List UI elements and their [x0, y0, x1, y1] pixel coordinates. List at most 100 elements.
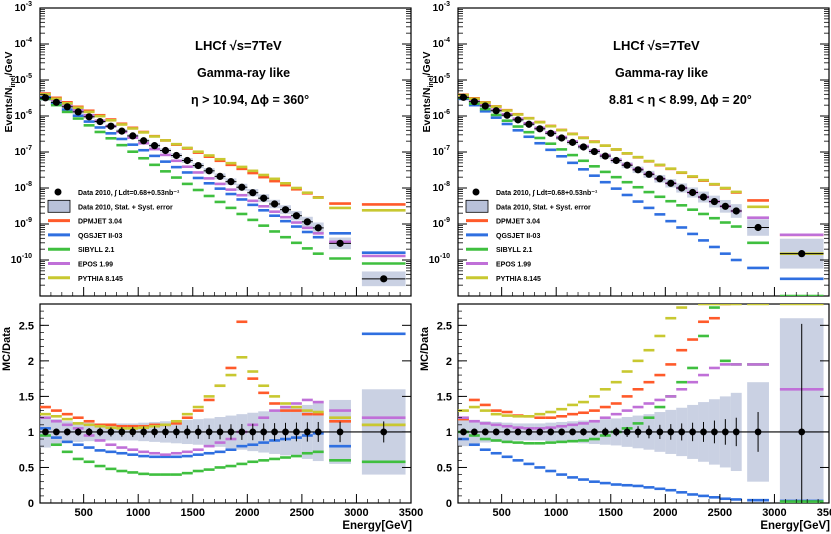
data-point: [601, 152, 609, 160]
ratio-data-point: [303, 428, 311, 436]
ratio-series-pythia: [40, 356, 406, 430]
x-axis-label: Energy[GeV]: [760, 520, 830, 532]
ratio-y-tick-label: 2: [446, 356, 452, 368]
y-tick-label: 10-4: [15, 37, 32, 50]
ratio-data-point: [162, 428, 169, 436]
ratio-data-point: [271, 428, 279, 436]
ratio-data-point: [590, 428, 598, 436]
ratio-y-tick-label: 2.5: [437, 320, 452, 332]
ratio-data-point: [74, 428, 82, 436]
x-tick-label: 3500: [817, 507, 831, 519]
annotation-experiment: LHCf √s=7TeV: [195, 38, 282, 53]
ratio-y-axis-label: MC/Data: [419, 326, 431, 371]
legend-label: SIBYLL 2.1: [496, 247, 533, 254]
ratio-data-point: [689, 428, 697, 436]
ratio-data-point: [63, 428, 71, 436]
data-point: [699, 193, 708, 201]
x-axis-label: Energy[GeV]: [342, 520, 412, 532]
data-point: [656, 175, 664, 183]
legend-label: DPMJET 3.04: [78, 219, 122, 226]
ratio-y-tick-label: 0.5: [437, 462, 452, 474]
data-point: [492, 107, 500, 115]
y-tick-label: 10-4: [433, 37, 450, 50]
ratio-data-point: [118, 428, 126, 436]
series-data: [40, 94, 406, 283]
data-point: [52, 98, 60, 106]
data-point: [623, 161, 631, 169]
ratio-data-point: [314, 428, 322, 436]
x-tick-label: 1500: [599, 507, 623, 519]
ratio-plot-area: [458, 304, 829, 503]
data-point: [85, 113, 93, 121]
ratio-y-tick-label: 1.5: [437, 391, 452, 403]
x-tick-label: 2500: [708, 507, 732, 519]
ratio-data-point: [678, 428, 686, 436]
ratio-data-point: [470, 428, 478, 436]
legend-label: EPOS 1.99: [78, 262, 113, 269]
x-tick-label: 500: [492, 507, 510, 519]
annotation-selection: Gamma-ray like: [197, 66, 290, 80]
y-tick-label: 10-3: [433, 1, 450, 14]
ratio-data-point: [282, 428, 289, 436]
top-plot-area: [458, 93, 824, 296]
x-tick-label: 1500: [181, 507, 205, 519]
ratio-data-point: [798, 428, 806, 436]
series-sibyll: [458, 96, 824, 296]
ratio-series-data: [42, 421, 388, 443]
x-tick-label: 3000: [344, 507, 368, 519]
y-tick-label: 10-9: [15, 217, 32, 230]
data-point: [205, 167, 213, 175]
ratio-data-point: [172, 428, 180, 436]
data-point: [678, 184, 686, 192]
legend-marker-band: [47, 199, 71, 213]
ratio-data-point: [85, 428, 93, 436]
ratio-y-tick-label: 0: [446, 498, 452, 510]
legend-marker-data: [472, 188, 480, 196]
data-point: [172, 151, 180, 160]
legend: Data 2010, ∫ Ldt=0.68+0.53nb⁻¹ Data 2010,…: [465, 188, 598, 283]
legend-label: Data 2010, ∫ Ldt=0.68+0.53nb⁻¹: [78, 190, 180, 197]
series-qgsjet: [40, 96, 406, 254]
data-point: [798, 250, 806, 258]
data-point: [590, 147, 598, 156]
data-point: [459, 93, 468, 101]
data-point: [227, 178, 235, 186]
y-tick-label: 10-7: [433, 145, 450, 158]
top-plot-frame: [457, 7, 830, 297]
data-point: [140, 137, 148, 145]
data-point: [216, 172, 224, 181]
y-tick-label: 10-6: [433, 109, 450, 122]
ratio-data-point: [194, 428, 202, 436]
ratio-data-point: [536, 428, 544, 436]
data-point: [183, 156, 191, 165]
ratio-data-point: [492, 428, 500, 436]
ratio-data-point: [336, 428, 344, 436]
ratio-data-point: [129, 428, 137, 436]
ratio-data-point: [721, 428, 729, 436]
ratio-data-point: [667, 428, 675, 436]
x-tick-label: 3500: [399, 507, 423, 519]
ratio-data-point: [700, 428, 707, 436]
y-tick-label: 10-5: [15, 73, 32, 86]
ratio-y-axis-label: MC/Data: [1, 326, 13, 371]
data-point: [260, 194, 268, 202]
ratio-data-point: [52, 428, 60, 436]
x-tick-label: 2500: [290, 507, 314, 519]
legend-marker-band: [465, 199, 489, 213]
ratio-data-point: [601, 428, 609, 436]
data-point: [612, 156, 620, 165]
ratio-data-point: [612, 428, 620, 436]
data-point: [689, 188, 697, 197]
ratio-data-point: [96, 428, 104, 436]
ratio-data-point: [140, 428, 148, 436]
data-point: [514, 116, 522, 124]
y-tick-label: 10-6: [15, 109, 32, 122]
data-point: [238, 183, 246, 191]
data-point: [525, 120, 533, 128]
ratio-data-point: [260, 428, 268, 436]
x-tick-label: 2000: [235, 507, 259, 519]
data-point: [710, 197, 719, 206]
ratio-y-tick-label: 2.5: [19, 320, 34, 332]
y-tick-label: 10-10: [11, 253, 32, 266]
